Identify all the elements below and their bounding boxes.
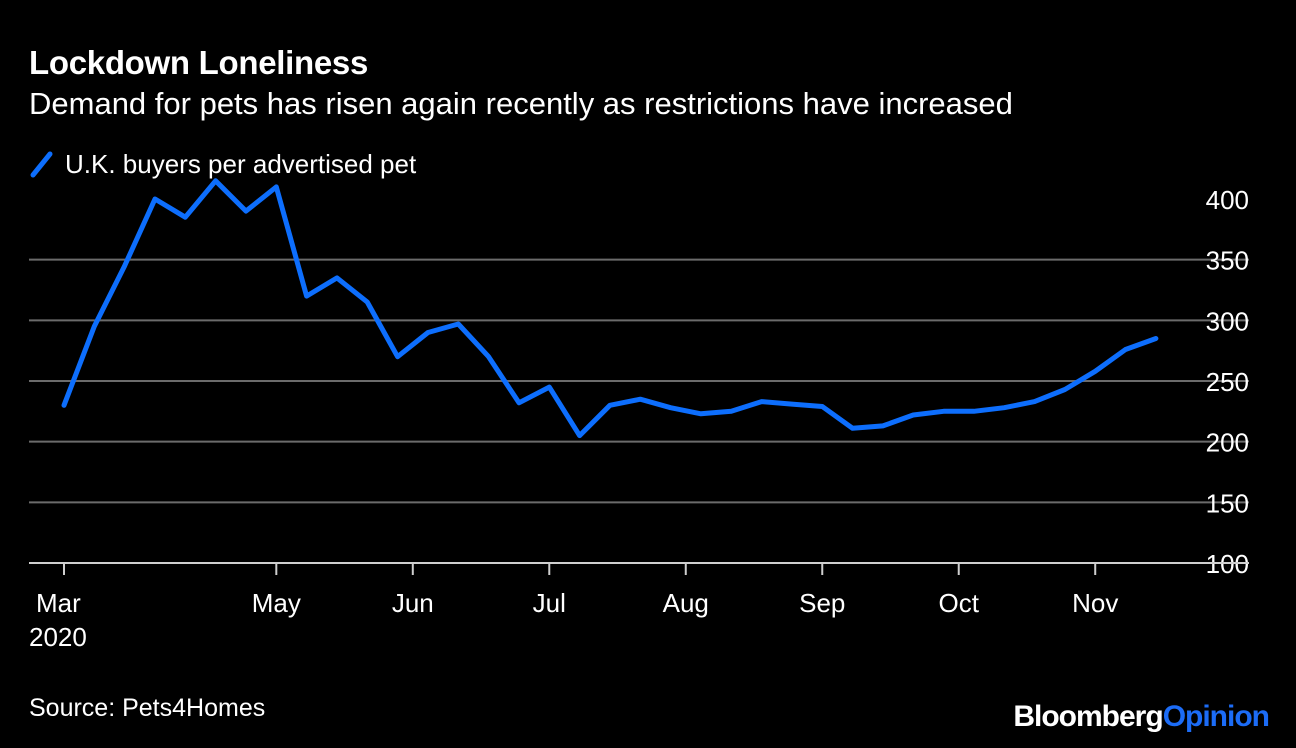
series-line-0 xyxy=(61,178,1159,439)
brand-main: Bloomberg xyxy=(1013,700,1163,733)
legend-label: U.K. buyers per advertised pet xyxy=(65,148,417,179)
x-tick-label-jul: Jul xyxy=(533,588,566,618)
legend: U.K. buyers per advertised pet xyxy=(29,148,416,180)
y-tick-label-250: 250 xyxy=(1206,367,1249,397)
legend-line-icon xyxy=(30,151,53,178)
x-tick-label-nov: Nov xyxy=(1072,588,1118,618)
y-tick-label-200: 200 xyxy=(1206,428,1249,458)
x-tick-label-may: May xyxy=(252,588,301,618)
y-tick-label-300: 300 xyxy=(1206,306,1249,336)
brand-accent: Opinion xyxy=(1162,700,1270,733)
x-tick-sublabel-year: 2020 xyxy=(29,622,87,652)
y-tick-label-400: 400 xyxy=(1206,185,1249,215)
x-tick-label-sep: Sep xyxy=(799,588,845,618)
x-tick-label-jun: Jun xyxy=(392,588,434,618)
x-tick-label-mar: Mar xyxy=(36,588,81,618)
brand-logo: BloombergOpinion xyxy=(1013,700,1270,734)
x-tick-label-oct: Oct xyxy=(939,588,980,618)
x-tick-label-aug: Aug xyxy=(663,588,709,618)
chart-title: Lockdown Loneliness xyxy=(29,44,369,81)
chart-subtitle: Demand for pets has risen again recently… xyxy=(29,86,1013,121)
y-tick-label-350: 350 xyxy=(1206,246,1249,276)
y-tick-label-150: 150 xyxy=(1206,488,1249,518)
source-note: Source: Pets4Homes xyxy=(29,694,266,722)
